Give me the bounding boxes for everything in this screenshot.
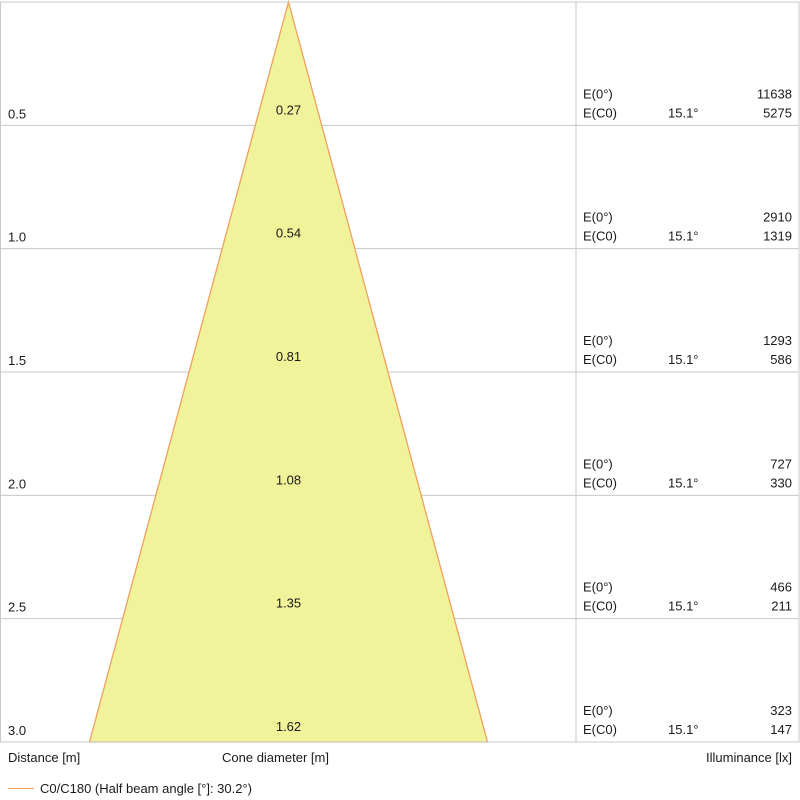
half-angle-label: 15.1° xyxy=(668,722,699,737)
e0-label: E(0°) xyxy=(583,456,613,471)
outer-frame xyxy=(0,1,800,743)
distance-label: 3.0 xyxy=(8,723,26,738)
distance-label: 0.5 xyxy=(8,106,26,121)
cone-diameter-label: 1.08 xyxy=(276,472,301,487)
diagram-frame xyxy=(0,1,800,743)
half-angle-label: 15.1° xyxy=(668,105,699,120)
e0-value: 466 xyxy=(770,580,792,595)
ec0-value: 211 xyxy=(771,599,792,614)
half-angle-label: 15.1° xyxy=(668,599,699,614)
ec0-label: E(C0) xyxy=(583,229,617,244)
ec0-value: 586 xyxy=(770,352,792,367)
legend-text: C0/C180 (Half beam angle [°]: 30.2°) xyxy=(40,780,253,796)
e0-value: 1293 xyxy=(763,333,792,348)
e0-value: 11638 xyxy=(757,86,792,101)
e0-label: E(0°) xyxy=(583,333,613,348)
e0-value: 323 xyxy=(770,703,792,718)
e0-value: 727 xyxy=(770,456,792,471)
distance-label: 2.0 xyxy=(8,476,26,491)
distance-label: 1.0 xyxy=(8,230,26,245)
distance-label: 1.5 xyxy=(8,353,26,368)
distance-label: 2.5 xyxy=(8,600,26,615)
ec0-value: 330 xyxy=(770,475,792,490)
e0-label: E(0°) xyxy=(583,580,613,595)
e0-label: E(0°) xyxy=(583,86,613,101)
cone-diameter-label: 0.27 xyxy=(276,102,301,117)
legend: C0/C180 (Half beam angle [°]: 30.2°) xyxy=(8,780,252,796)
row-labels: 0.5 0.27 E(0°) 11638 E(C0) 15.1° 5275 1.0 0.54 E(… xyxy=(8,86,792,738)
ec0-value: 147 xyxy=(770,722,792,737)
cone-diameter-label: 0.54 xyxy=(276,226,301,241)
e0-value: 2910 xyxy=(763,210,792,225)
cone-diameter-label: 0.81 xyxy=(276,349,301,364)
ec0-value: 1319 xyxy=(763,229,792,244)
ec0-label: E(C0) xyxy=(583,475,617,490)
ec0-label: E(C0) xyxy=(583,722,617,737)
half-angle-label: 15.1° xyxy=(668,352,699,367)
distance-axis-label: Distance [m] xyxy=(8,750,81,765)
legend-line-swatch xyxy=(8,787,34,789)
ec0-value: 5275 xyxy=(763,105,792,120)
ec0-label: E(C0) xyxy=(583,599,617,614)
half-angle-label: 15.1° xyxy=(668,229,699,244)
e0-label: E(0°) xyxy=(583,210,613,225)
illuminance-axis-label: Illuminance [lx] xyxy=(706,750,792,765)
ec0-label: E(C0) xyxy=(583,352,617,367)
cone-diameter-label: 1.62 xyxy=(276,719,301,734)
e0-label: E(0°) xyxy=(583,703,613,718)
half-angle-label: 15.1° xyxy=(668,475,699,490)
ec0-label: E(C0) xyxy=(583,105,617,120)
cone-diameter-label: 1.35 xyxy=(276,596,301,611)
cone-diameter-axis-label: Cone diameter [m] xyxy=(222,750,329,765)
